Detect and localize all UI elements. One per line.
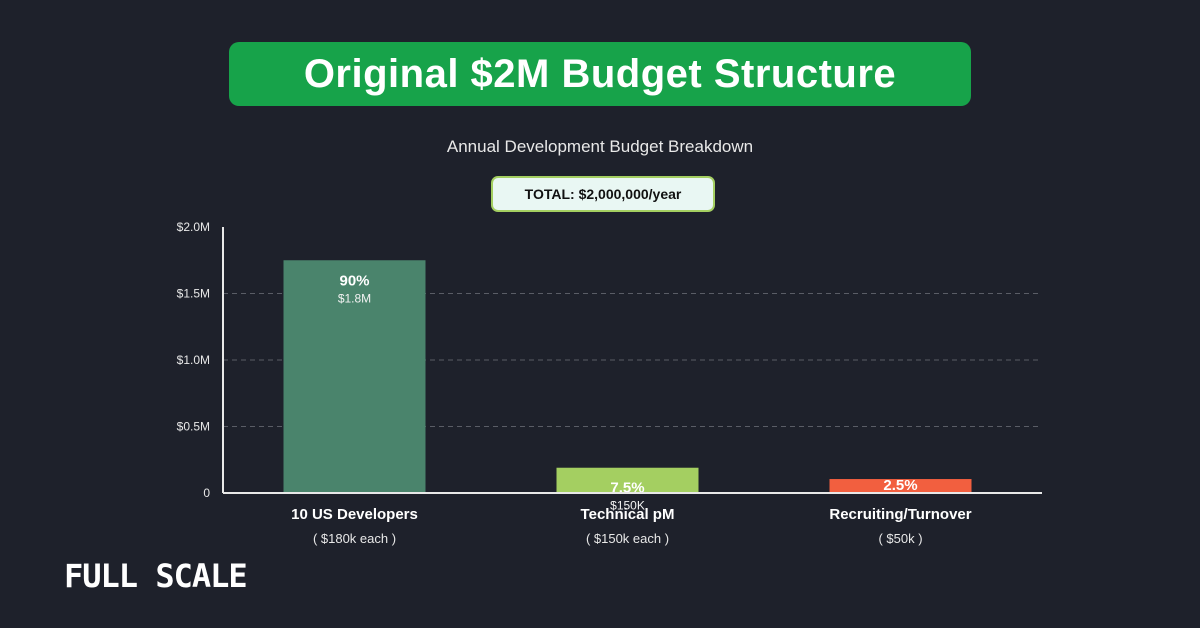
y-tick-label: $0.5M — [177, 420, 210, 434]
bar-value-label: $1.8M — [338, 291, 371, 305]
chart-subtitle: Annual Development Budget Breakdown — [446, 137, 754, 156]
x-category-sublabel: ( $50k ) — [878, 531, 922, 546]
y-tick-label: $1.0M — [177, 353, 210, 367]
page-title: Original $2M Budget Structure — [229, 42, 971, 106]
y-tick-label: $1.5M — [177, 287, 210, 301]
bar-2 — [556, 467, 699, 493]
y-tick-label: 0 — [203, 486, 210, 500]
x-category-label: 10 US Developers — [291, 506, 418, 523]
x-category-label: Recruiting/Turnover — [829, 506, 971, 523]
x-category-sublabel: ( $180k each ) — [313, 531, 396, 546]
bar-3 — [829, 479, 972, 493]
y-tick-label: $2.0M — [177, 220, 210, 234]
x-category-label: Technical pM — [581, 506, 675, 523]
bar-1 — [283, 260, 426, 493]
x-category-sublabel: ( $150k each ) — [586, 531, 669, 546]
bar-percent-label: 2.5% — [883, 477, 917, 494]
total-badge: TOTAL: $2,000,000/year — [491, 176, 715, 212]
bar-percent-label: 90% — [339, 272, 369, 289]
bar-value-label: $150K — [610, 499, 645, 513]
full-scale-logo: FULL SCALE — [64, 557, 248, 595]
bar-percent-label: 7.5% — [610, 480, 644, 497]
